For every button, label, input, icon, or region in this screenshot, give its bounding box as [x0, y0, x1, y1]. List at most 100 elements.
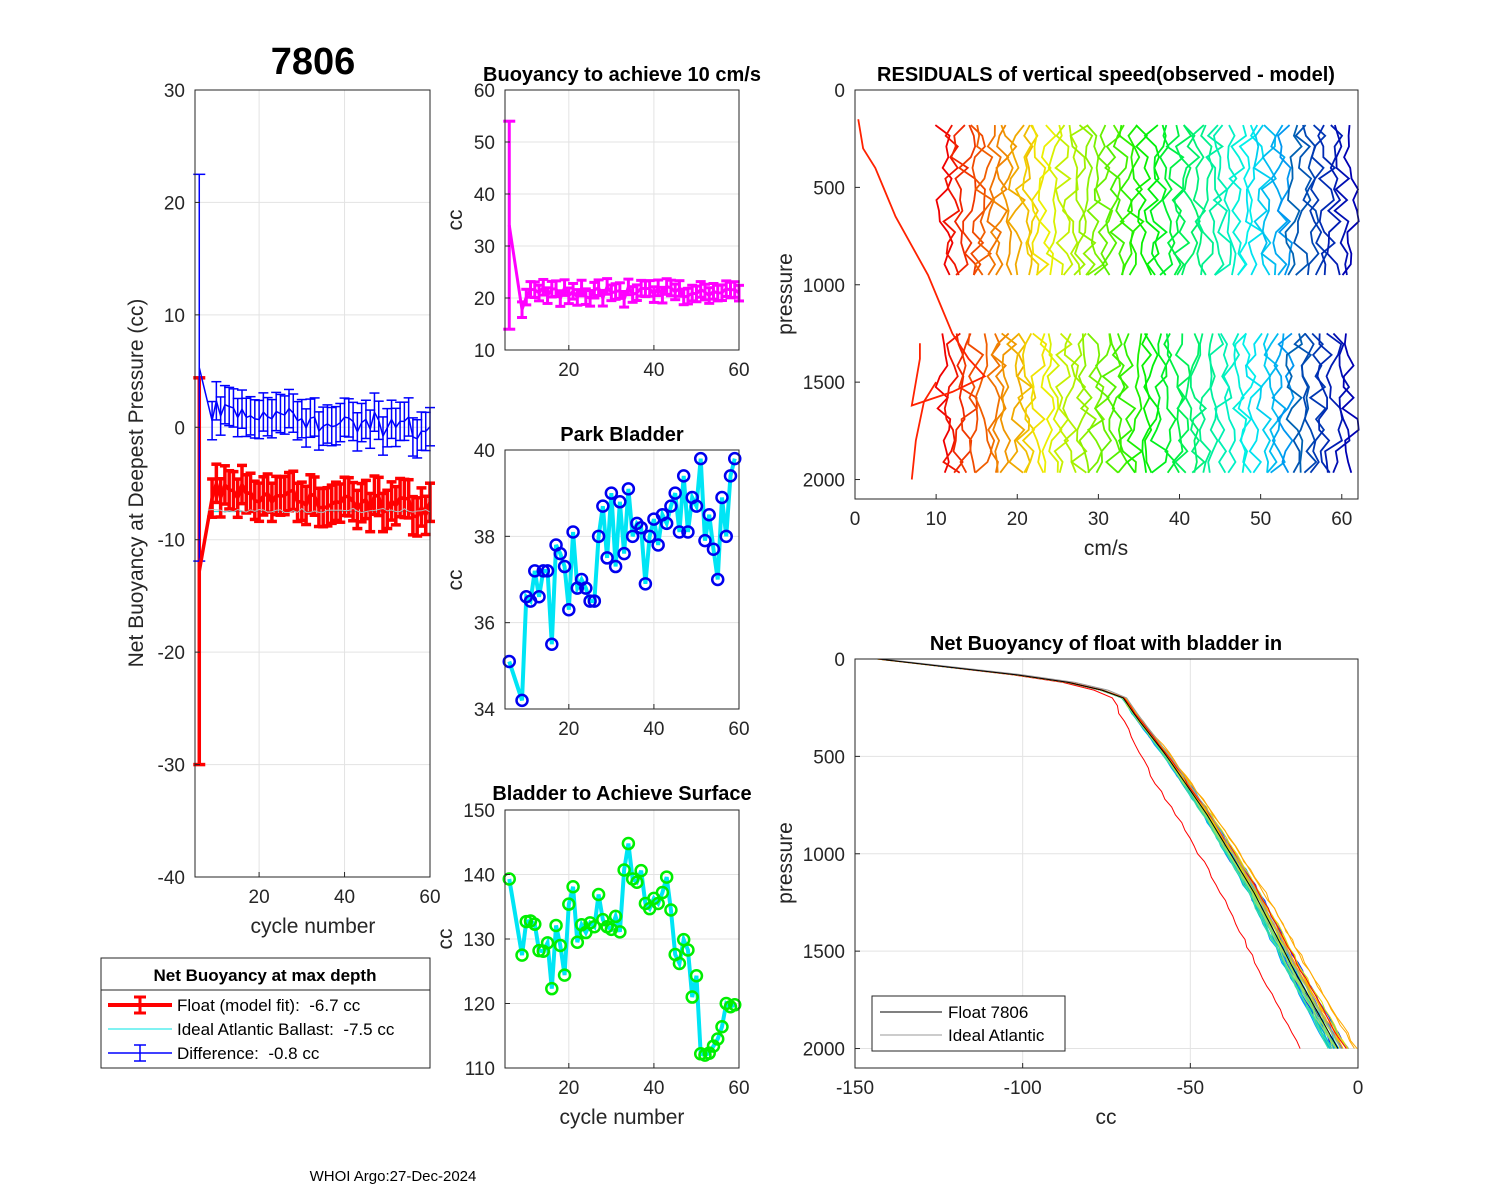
data-point: [617, 546, 631, 561]
residual-profile: [942, 332, 961, 474]
y-tick-label: 1500: [803, 942, 845, 963]
x-tick-label: 60: [419, 887, 440, 908]
data-point: [698, 533, 712, 548]
buoyancy-10cms-ticks: 20 40 60 10 20 30 40 50 60: [474, 81, 750, 381]
data-point: [710, 1032, 725, 1046]
residual-profile: [1181, 124, 1201, 276]
data-point: [502, 872, 517, 886]
y-tick-label: 10: [474, 341, 495, 362]
residual-profile: [1141, 333, 1153, 474]
y-tick-label: 30: [474, 237, 495, 258]
residual-profile: [986, 125, 1003, 276]
series-line: [507, 458, 737, 701]
ideal-atlantic-profile: [881, 658, 1342, 1049]
y-tick-label: 60: [474, 81, 495, 102]
residual-profile: [1078, 124, 1097, 276]
residual-profile: [1014, 124, 1034, 276]
data-point: [557, 559, 572, 574]
residual-profile: [957, 124, 977, 276]
x-tick-label: 40: [643, 360, 664, 381]
y-tick-label: 0: [174, 418, 185, 439]
data-point: [562, 897, 576, 911]
legend-difference-label: Difference: -0.8 cc: [177, 1044, 320, 1063]
data-point: [613, 495, 627, 509]
y-tick-label: 500: [813, 747, 845, 768]
data-point: [689, 969, 704, 983]
residual-profile: [1172, 124, 1193, 276]
data-point: [685, 990, 699, 1004]
net-buoyancy-panel: 20 40 60 -40 -30 -20 -10 0 10 20 30 7806 cycle num…: [125, 41, 441, 938]
residual-profile: [1212, 124, 1232, 276]
residuals-ylabel: pressure: [774, 253, 797, 335]
data-point: [545, 637, 559, 651]
residual-profile: [1308, 332, 1327, 474]
park-bladder-ylabel: cc: [444, 570, 467, 591]
y-tick-label: 38: [474, 527, 495, 548]
footer-text: WHOI Argo:27-Dec-2024: [310, 1168, 477, 1185]
y-tick-label: -40: [158, 868, 185, 889]
series-line: [507, 843, 736, 1058]
residual-profile: [1135, 124, 1153, 276]
residual-profile: [999, 332, 1018, 474]
residual-profile: [1276, 332, 1295, 474]
data-point: [727, 451, 742, 466]
data-point: [545, 981, 559, 996]
data-point: [596, 499, 610, 513]
residual-profile: [1031, 124, 1050, 276]
residual-profile: [1260, 124, 1277, 276]
y-tick-label: 1000: [803, 276, 845, 297]
x-tick-label: 40: [1169, 509, 1190, 530]
x-tick-label: 0: [1353, 1078, 1364, 1099]
residuals-marks: [857, 119, 1360, 480]
data-point: [553, 938, 568, 953]
y-tick-label: 500: [813, 178, 845, 199]
residual-profile: [950, 124, 970, 276]
legend-float-label: Float (model fit): -6.7 cc: [177, 996, 361, 1015]
y-tick-label: -30: [158, 756, 185, 777]
x-tick-label: -100: [1004, 1078, 1042, 1099]
residual-profile: [1252, 124, 1273, 276]
y-tick-label: 0: [834, 81, 845, 102]
residual-profile: [1332, 332, 1351, 474]
residual-profile: [1333, 124, 1351, 276]
buoyancy-10cms-ylabel: cc: [444, 210, 467, 231]
data-point: [634, 863, 648, 878]
x-tick-label: 20: [558, 719, 579, 740]
y-tick-label: 34: [474, 700, 496, 721]
data-point: [583, 594, 597, 608]
x-tick-label: 20: [558, 360, 579, 381]
data-point: [664, 499, 678, 513]
residual-profile: [1160, 333, 1177, 474]
bladder-surface-title: Bladder to Achieve Surface: [492, 783, 751, 805]
data-point: [579, 581, 593, 595]
data-point: [562, 602, 576, 617]
x-tick-label: 10: [926, 509, 947, 530]
residual-profile: [1222, 333, 1241, 474]
buoyancy-10cms-panel: 20 40 60 10 20 30 40 50 60 Buoyancy to achieve 1…: [444, 64, 761, 381]
residual-profile: [1309, 124, 1328, 276]
residual-profile: [1126, 124, 1145, 276]
residual-profile: [1143, 124, 1160, 276]
net-buoyancy-ylabel: Net Buoyancy at Deepest Pressure (cc): [125, 299, 148, 668]
legend-ideal-atlantic-label: Ideal Atlantic: [948, 1026, 1045, 1045]
data-point: [715, 1019, 729, 1034]
residual-profile: [1014, 332, 1034, 474]
y-tick-label: 50: [474, 133, 495, 154]
data-point: [727, 998, 742, 1012]
residual-profile: [1165, 124, 1185, 276]
residual-profile: [1244, 332, 1264, 474]
residual-profile: [934, 124, 954, 276]
y-tick-label: 36: [474, 614, 495, 635]
data-point: [553, 546, 568, 561]
data-point: [634, 520, 648, 535]
data-point: [706, 542, 721, 557]
residual-profile: [967, 333, 985, 473]
x-tick-label: 60: [1331, 509, 1352, 530]
net-buoyancy-xlabel: cycle number: [251, 915, 376, 938]
legend-title: Net Buoyancy at max depth: [154, 966, 377, 985]
residual-profile: [1030, 332, 1048, 474]
data-point: [664, 903, 678, 917]
residual-profile: [1292, 332, 1313, 474]
residual-profile: [1214, 332, 1233, 474]
y-tick-label: 110: [465, 1059, 495, 1080]
